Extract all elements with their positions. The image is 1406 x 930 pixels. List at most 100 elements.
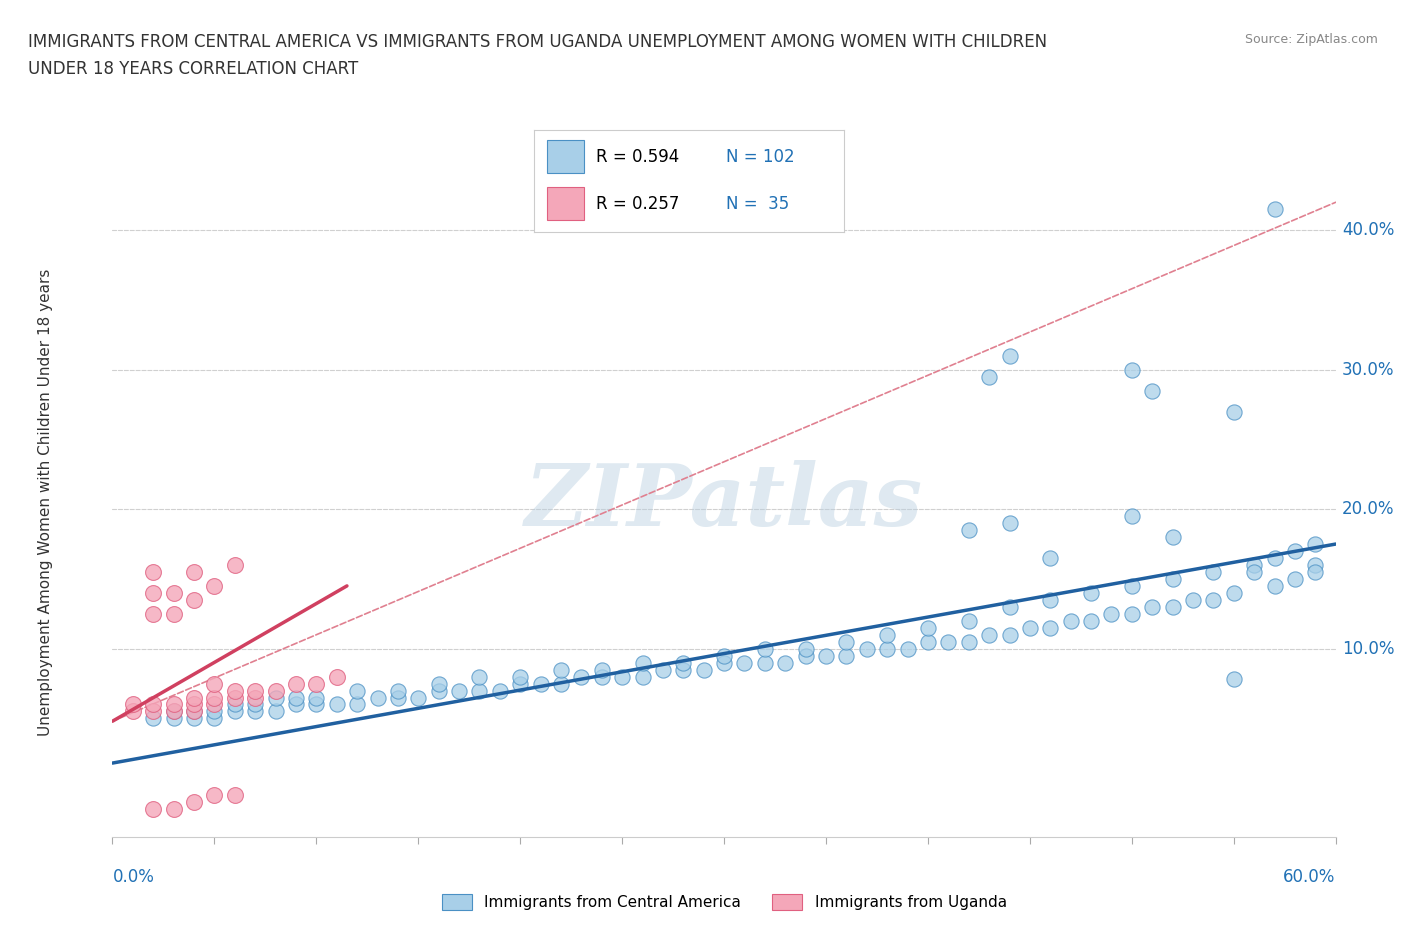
Point: [387, 683, 409, 698]
Point: [122, 698, 145, 712]
Point: [998, 515, 1021, 530]
Point: [163, 704, 186, 719]
Point: [1264, 551, 1286, 565]
Text: 20.0%: 20.0%: [1341, 500, 1395, 518]
Text: 60.0%: 60.0%: [1284, 868, 1336, 885]
Point: [1243, 557, 1265, 572]
Point: [326, 670, 349, 684]
Point: [122, 704, 145, 719]
Point: [489, 683, 512, 698]
Text: IMMIGRANTS FROM CENTRAL AMERICA VS IMMIGRANTS FROM UGANDA UNEMPLOYMENT AMONG WOM: IMMIGRANTS FROM CENTRAL AMERICA VS IMMIG…: [28, 33, 1047, 50]
Point: [1161, 600, 1184, 615]
Point: [1121, 606, 1143, 621]
Point: [204, 676, 226, 691]
Point: [631, 655, 654, 670]
Point: [713, 655, 735, 670]
Point: [1284, 571, 1306, 587]
Point: [957, 523, 980, 538]
Point: [1142, 600, 1164, 615]
Text: 40.0%: 40.0%: [1341, 221, 1395, 239]
Point: [204, 704, 226, 719]
Point: [936, 634, 959, 649]
Point: [672, 655, 695, 670]
Point: [509, 670, 531, 684]
Point: [142, 565, 165, 579]
Point: [550, 676, 572, 691]
Point: [224, 683, 246, 698]
Point: [346, 683, 368, 698]
Point: [1080, 614, 1102, 629]
Point: [204, 711, 226, 725]
Point: [652, 662, 675, 677]
Point: [142, 606, 165, 621]
Text: Source: ZipAtlas.com: Source: ZipAtlas.com: [1244, 33, 1378, 46]
Point: [1305, 537, 1327, 551]
Point: [979, 627, 1001, 642]
Point: [346, 698, 368, 712]
Point: [387, 690, 409, 705]
Point: [754, 642, 776, 657]
Point: [591, 662, 613, 677]
Point: [550, 662, 572, 677]
Point: [142, 802, 165, 817]
Point: [284, 676, 308, 691]
Point: [163, 802, 186, 817]
Text: ZIPatlas: ZIPatlas: [524, 460, 924, 544]
Point: [1161, 571, 1184, 587]
Point: [1039, 592, 1062, 607]
Point: [917, 620, 939, 635]
Point: [1161, 530, 1184, 545]
Point: [224, 690, 246, 705]
Text: 30.0%: 30.0%: [1341, 361, 1395, 379]
Text: N =  35: N = 35: [725, 195, 789, 213]
Point: [427, 676, 450, 691]
Point: [1018, 620, 1040, 635]
Point: [284, 690, 308, 705]
Point: [1142, 383, 1164, 398]
Point: [183, 690, 205, 705]
Point: [998, 627, 1021, 642]
Point: [468, 670, 491, 684]
Point: [1121, 509, 1143, 524]
Point: [1305, 557, 1327, 572]
Point: [1223, 671, 1246, 686]
Point: [835, 648, 858, 663]
Point: [1223, 404, 1246, 418]
Point: [1264, 202, 1286, 217]
Point: [326, 698, 349, 712]
Point: [1202, 565, 1225, 579]
Point: [204, 788, 226, 803]
Point: [815, 648, 838, 663]
Text: 0.0%: 0.0%: [112, 868, 155, 885]
Point: [183, 711, 205, 725]
Point: [1060, 614, 1083, 629]
Point: [1039, 620, 1062, 635]
Point: [693, 662, 716, 677]
Point: [794, 648, 817, 663]
Bar: [547, 188, 583, 220]
Point: [264, 683, 287, 698]
Text: R = 0.257: R = 0.257: [596, 195, 679, 213]
Point: [366, 690, 388, 705]
Point: [1305, 565, 1327, 579]
Legend: Immigrants from Central America, Immigrants from Uganda: Immigrants from Central America, Immigra…: [436, 888, 1012, 916]
Point: [1080, 586, 1102, 601]
Point: [245, 698, 267, 712]
Point: [305, 698, 328, 712]
Point: [408, 690, 430, 705]
Point: [672, 662, 695, 677]
Point: [183, 704, 205, 719]
Text: R = 0.594: R = 0.594: [596, 148, 679, 166]
Point: [998, 349, 1021, 364]
Point: [305, 690, 328, 705]
Text: Unemployment Among Women with Children Under 18 years: Unemployment Among Women with Children U…: [38, 269, 52, 736]
Point: [264, 704, 287, 719]
Point: [163, 698, 186, 712]
Point: [835, 634, 858, 649]
Point: [284, 698, 308, 712]
Point: [1243, 565, 1265, 579]
Point: [917, 634, 939, 649]
Point: [571, 670, 593, 684]
Point: [957, 634, 980, 649]
Point: [734, 655, 756, 670]
